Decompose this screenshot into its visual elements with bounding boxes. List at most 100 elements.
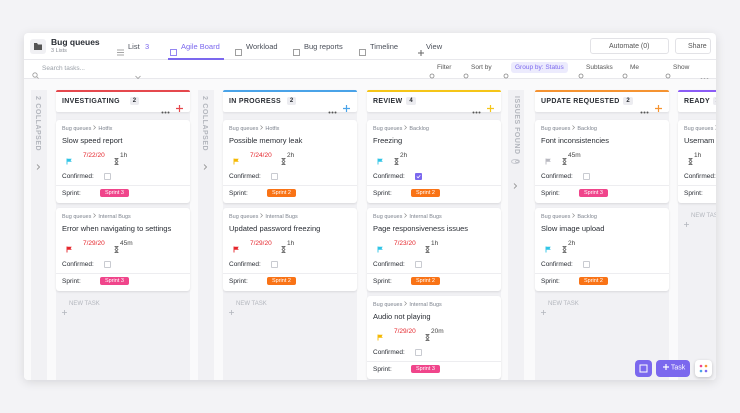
task-card[interactable]: Bug queues Internal Bugs Audio not playing… xyxy=(367,296,501,379)
sprint-label: Sprint: xyxy=(541,278,560,285)
confirmed-label: Confirmed: xyxy=(373,349,405,356)
expand-chevron-svg xyxy=(513,183,518,189)
crumb: Bug queues xyxy=(373,214,403,220)
toolbar: Search tasks... Filter Sort by Group by: St… xyxy=(24,60,716,81)
collapsed-column: 2 COLLAPSED xyxy=(31,90,47,380)
column-add-svg xyxy=(343,105,350,112)
new-task[interactable]: NEW TASK xyxy=(236,301,267,307)
estimate-icon xyxy=(281,240,286,258)
task-card[interactable]: Bug queues Hotfix Possible memory leak 7/24… xyxy=(223,120,357,203)
estimate-icon xyxy=(562,152,567,170)
new-task-plus-svg xyxy=(229,310,234,315)
tab-icon-svg xyxy=(293,49,300,56)
toolbar-button[interactable]: Filter xyxy=(437,64,452,71)
confirmed-checkbox[interactable] xyxy=(415,349,422,356)
estimate-icon xyxy=(281,152,286,170)
toolbar-icon-svg xyxy=(622,73,628,79)
crumb-sep xyxy=(404,125,408,132)
crumb: Internal Bugs xyxy=(98,214,131,220)
check-icon xyxy=(416,174,421,179)
board: 2 COLLAPSED 2 COLLAPSED ISSUES FOUND 0 INVESTI… xyxy=(24,79,716,380)
priority-flag xyxy=(66,152,73,170)
confirmed-checkbox[interactable] xyxy=(415,261,422,268)
collapsed-column: ISSUES FOUND 0 xyxy=(508,90,524,380)
automate-button[interactable]: Automate (0) xyxy=(590,38,669,54)
new-task[interactable]: NEW TASK xyxy=(691,213,716,219)
toolbar-button[interactable]: Group by: Status xyxy=(511,62,568,73)
crumb-sep xyxy=(260,125,264,132)
task-button[interactable]: Task xyxy=(656,360,690,377)
priority-flag xyxy=(233,152,240,170)
chevron xyxy=(404,213,408,218)
share-button[interactable]: Share xyxy=(675,38,711,54)
toolbar-button[interactable]: Subtasks xyxy=(586,64,613,71)
collapsed-count: 2 xyxy=(201,96,208,101)
confirmed-checkbox[interactable] xyxy=(583,261,590,268)
column-more xyxy=(161,101,170,119)
confirmed-checkbox[interactable] xyxy=(104,173,111,180)
column-count: 1 xyxy=(712,97,716,105)
tab[interactable]: Workload xyxy=(246,42,278,51)
new-task[interactable]: NEW TASK xyxy=(69,301,100,307)
task-card[interactable]: Bug queues Backlog Slow image upload 2h Conf… xyxy=(535,208,669,291)
board-column: IN PROGRESS 2 Bug queues Hotfix Possible mem… xyxy=(223,90,357,380)
toolbar-icon-svg xyxy=(463,73,469,79)
tab-list: List xyxy=(128,42,140,51)
confirmed-label: Confirmed: xyxy=(541,173,573,180)
priority-flag xyxy=(545,152,552,170)
crumb: Internal Bugs xyxy=(409,302,442,308)
task-card[interactable]: Bug queues Internal Bugs Updated password … xyxy=(223,208,357,291)
confirmed-checkbox[interactable] xyxy=(415,173,422,180)
new-task[interactable]: NEW TASK xyxy=(548,301,579,307)
sprint-tag: Sprint 2 xyxy=(411,189,440,197)
toolbar-icon xyxy=(503,66,509,84)
sprint-tag: Sprint 2 xyxy=(267,277,296,285)
apps-button[interactable] xyxy=(695,360,712,377)
confirmed-checkbox[interactable] xyxy=(271,173,278,180)
expand-chevron-svg xyxy=(203,164,208,170)
task-card[interactable]: Bug queues Internal Bugs Error when naviga… xyxy=(56,208,190,291)
confirmed-checkbox[interactable] xyxy=(583,173,590,180)
task-card[interactable]: Bug queues Hotfix Slow speed report 7/22/20… xyxy=(56,120,190,203)
chevron xyxy=(715,125,716,130)
toolbar-icon xyxy=(665,66,671,84)
priority-flag-svg xyxy=(66,246,72,253)
task-card[interactable]: Bug queues Internal Bugs Page responsivene… xyxy=(367,208,501,291)
tab-icon-svg xyxy=(359,49,366,56)
collapsed-count: 0 xyxy=(511,158,520,165)
time-estimate: 1h xyxy=(287,240,295,247)
estimate-icon xyxy=(394,152,399,170)
crumb: Backlog xyxy=(409,126,429,132)
due-date: 7/29/20 xyxy=(83,240,105,247)
tab[interactable]: Bug reports xyxy=(304,42,343,51)
collapsed-name: COLLAPSED xyxy=(34,103,41,152)
toolbar-button[interactable]: Show xyxy=(673,64,690,71)
sprint-tag: Sprint 3 xyxy=(100,277,129,285)
toolbar-icon xyxy=(463,66,469,84)
confirmed-checkbox[interactable] xyxy=(271,261,278,268)
task-title: Updated password freezing xyxy=(229,224,321,233)
column-add xyxy=(487,99,494,117)
confirmed-label: Confirmed: xyxy=(62,261,94,268)
column-name: READY xyxy=(684,98,711,105)
toolbar-button[interactable]: Sort by xyxy=(471,64,492,71)
column-more xyxy=(640,101,649,119)
expand-chevron xyxy=(203,157,208,175)
time-estimate: 45m xyxy=(120,240,133,247)
column-header: INVESTIGATING 2 xyxy=(56,90,190,114)
confirmed-label: Confirmed: xyxy=(62,173,94,180)
confirmed-checkbox[interactable] xyxy=(104,261,111,268)
task-card[interactable]: Bug queues Backlog Font inconsistencies 45m… xyxy=(535,120,669,203)
task-card[interactable]: Bug queues Backlog Freezing 2h Confirmed: Spr… xyxy=(367,120,501,203)
collapsed-label: 2 COLLAPSED xyxy=(201,96,208,151)
toolbar-button[interactable]: Me xyxy=(630,64,640,71)
task-title: Error when navigating to settings xyxy=(62,224,172,233)
sprint-label: Sprint: xyxy=(62,278,81,285)
column-count: 2 xyxy=(286,97,297,105)
plus-icon xyxy=(663,364,669,370)
tab[interactable]: Agile Board xyxy=(181,42,220,51)
collapsed-name: ISSUES FOUND xyxy=(513,96,520,155)
tab[interactable]: Timeline xyxy=(370,42,399,51)
edit-button[interactable] xyxy=(635,360,652,377)
